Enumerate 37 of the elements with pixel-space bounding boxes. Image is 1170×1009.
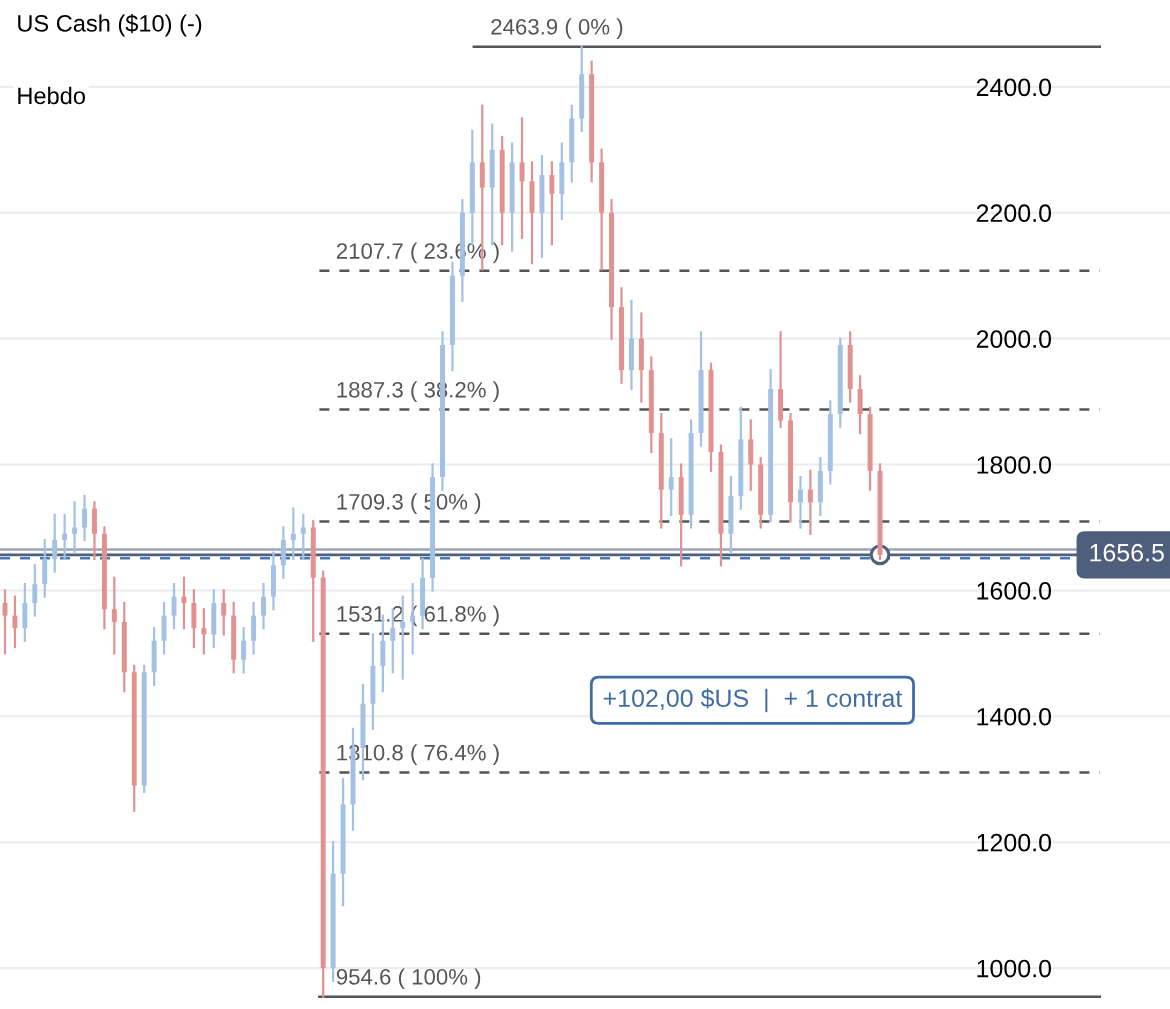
- candlestick: [52, 513, 58, 573]
- annotation: +102,00 $US | + 1 contrat: [603, 688, 903, 713]
- y-tick-label: 1800.0: [977, 456, 1052, 474]
- ref-line-label: 2463.9 ( 0% ): [491, 18, 623, 40]
- candlestick: [111, 576, 117, 655]
- candlestick: [807, 469, 813, 535]
- candlestick: [201, 608, 207, 655]
- candlestick: [32, 564, 38, 617]
- candlestick: [519, 117, 525, 240]
- candlestick: [797, 476, 803, 529]
- candlestick: [668, 438, 674, 516]
- text: US Cash ($10) (-): [18, 14, 202, 37]
- ref-line-label: 1656.5: [1090, 543, 1164, 562]
- candlestick: [261, 583, 266, 630]
- candlestick: [241, 627, 247, 674]
- ref-line-label: 954.6 ( 100% ): [336, 968, 481, 990]
- candlestick: [72, 501, 78, 554]
- candlestick: [181, 576, 187, 630]
- text: Hebdo: [18, 86, 85, 105]
- y-tick-label: 2400.0: [976, 78, 1052, 97]
- y-tick-label: 1400.0: [977, 707, 1052, 726]
- y-tick-label: 2200.0: [976, 204, 1052, 223]
- candlestick: [62, 513, 68, 561]
- candlestick: [549, 161, 555, 246]
- candlestick: [400, 595, 406, 680]
- candlestick: [410, 583, 416, 655]
- candlestick: [82, 494, 88, 542]
- y-tick-label: 2000.0: [976, 330, 1052, 348]
- candlestick: [221, 589, 227, 636]
- candlestick: [2, 589, 8, 655]
- candlestick: [171, 583, 177, 630]
- candlestick: [12, 595, 18, 649]
- y-tick-label: 1200.0: [977, 833, 1052, 852]
- y-tick-label: 1000.0: [977, 959, 1052, 978]
- candlestick: [290, 507, 296, 561]
- candlestick: [300, 513, 306, 561]
- y-tick-label: 1600.0: [977, 582, 1052, 600]
